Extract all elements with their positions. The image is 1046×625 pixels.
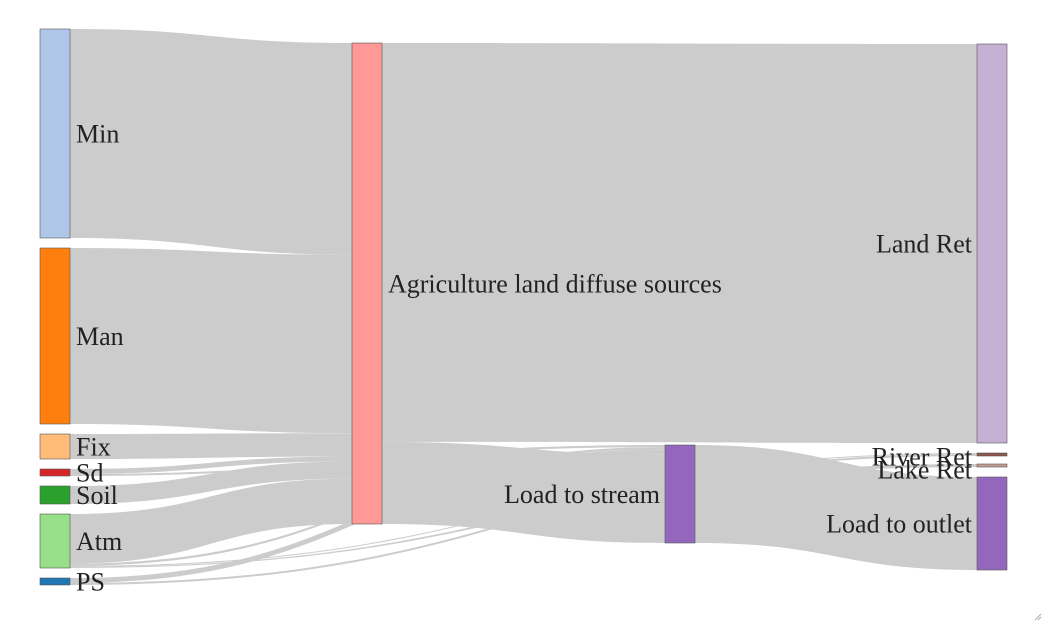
- node-min[interactable]: [39, 28, 71, 239]
- link-agri-to-stream[interactable]: [382, 441, 665, 543]
- node-ps[interactable]: [39, 577, 71, 586]
- sankey-links: [70, 29, 977, 585]
- link-soil-to-agri[interactable]: [70, 461, 352, 504]
- node-label-lakeret: Lake Ret: [877, 456, 972, 485]
- sankey-nodes: [39, 28, 1008, 586]
- node-label-outlet: Load to outlet: [826, 510, 973, 539]
- node-label-landret: Land Ret: [876, 230, 973, 259]
- node-soil[interactable]: [39, 485, 71, 505]
- node-label-atm: Atm: [76, 527, 122, 556]
- node-label-min: Min: [76, 120, 119, 149]
- node-lakeret[interactable]: [976, 463, 1008, 468]
- link-sd-to-agri[interactable]: [70, 456, 352, 474]
- resize-grip-icon[interactable]: [1032, 611, 1042, 621]
- node-label-sd: Sd: [76, 459, 103, 488]
- node-riverret[interactable]: [976, 452, 1008, 457]
- link-agri-to-landret[interactable]: [382, 43, 977, 443]
- node-atm[interactable]: [39, 513, 71, 569]
- node-stream[interactable]: [664, 444, 696, 544]
- node-sd[interactable]: [39, 468, 71, 477]
- node-fix[interactable]: [39, 433, 71, 460]
- node-label-ps: PS: [76, 568, 105, 597]
- link-min-to-agri[interactable]: [70, 29, 352, 255]
- link-fix-to-agri[interactable]: [70, 433, 352, 459]
- link-man-to-agri[interactable]: [70, 248, 352, 434]
- node-landret[interactable]: [976, 43, 1008, 444]
- link-atm-to-agri[interactable]: [70, 478, 352, 564]
- node-label-man: Man: [76, 322, 124, 351]
- node-label-soil: Soil: [76, 481, 118, 510]
- node-man[interactable]: [39, 247, 71, 425]
- node-agri[interactable]: [351, 42, 383, 525]
- node-label-stream: Load to stream: [504, 480, 660, 509]
- node-label-fix: Fix: [76, 433, 111, 462]
- node-label-agri: Agriculture land diffuse sources: [388, 270, 722, 299]
- node-outlet[interactable]: [976, 476, 1008, 571]
- link-stream-to-outlet[interactable]: [695, 445, 977, 570]
- node-label-riverret: River Ret: [872, 443, 973, 472]
